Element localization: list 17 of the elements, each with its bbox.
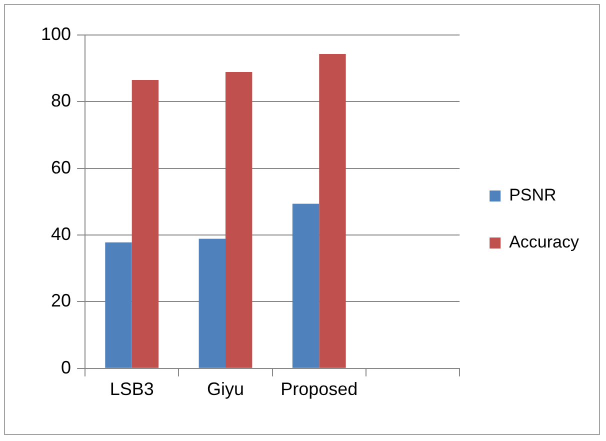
bar [319,54,346,368]
legend-label: Accuracy [509,232,580,252]
x-tick-label: Giyu [206,379,244,400]
bar [292,204,320,368]
y-tick-label: 0 [61,357,72,378]
bar [105,242,132,368]
y-tick-label: 20 [51,290,72,311]
legend-label: PSNR [509,186,556,205]
bar [198,238,226,368]
y-tick-label: 100 [40,24,72,44]
y-tick-label: 40 [51,224,72,244]
y-tick-label: 80 [51,90,72,111]
x-tick-label: LSB3 [110,379,154,400]
y-tick-label: 60 [51,157,72,178]
x-tick-label: Proposed [280,379,358,400]
bar [132,80,159,368]
bar [225,72,252,368]
